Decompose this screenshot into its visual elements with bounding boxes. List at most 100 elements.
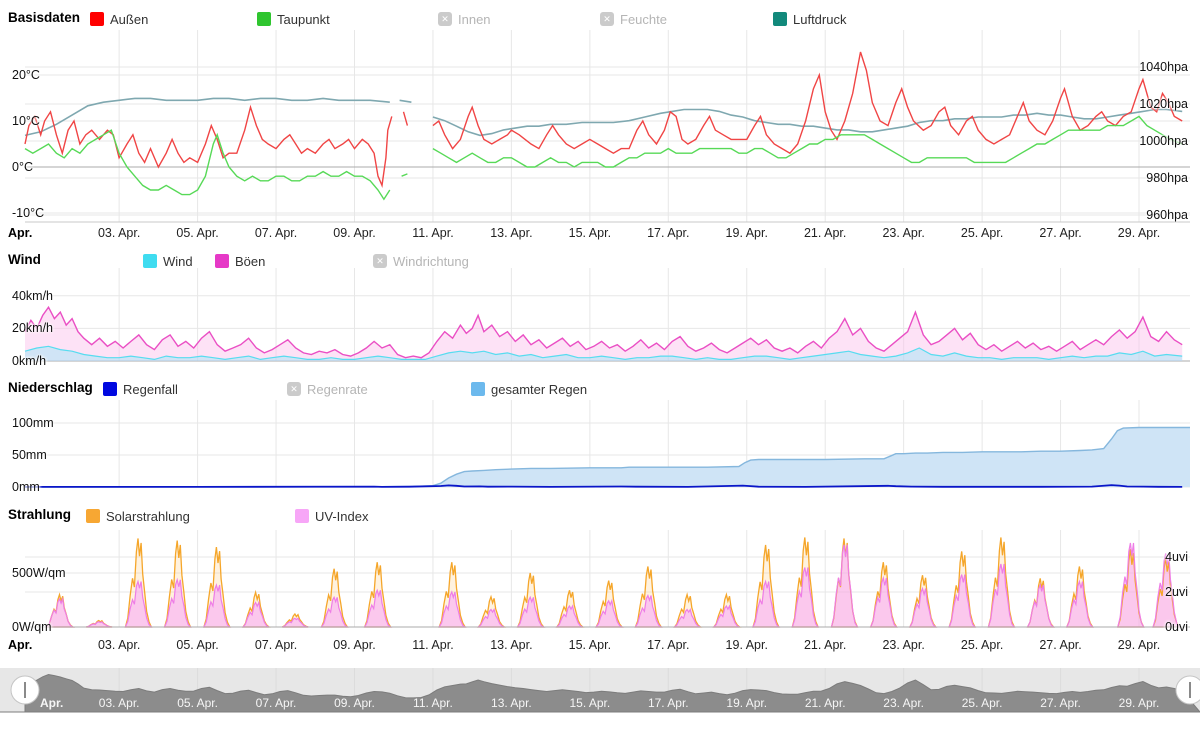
x-axis-row-top-tick: 13. Apr. — [490, 226, 533, 240]
legend-disabled-icon-innen: ✕ — [438, 12, 452, 26]
y-axis-label-pressure: 980hpa — [1146, 171, 1188, 185]
panel-header-strahlung: Strahlung Solarstrahlung UV-Index — [0, 507, 1200, 527]
x-axis-row-bottom-tick: 17. Apr. — [647, 638, 690, 652]
panel-header-basisdaten: Basisdaten Außen Taupunkt ✕ Innen ✕ Feuchte Lu… — [0, 10, 1200, 30]
x-axis-row-bottom-tick: 11. Apr. — [412, 638, 454, 652]
panel-title-niederschlag: Niederschlag — [8, 380, 93, 395]
legend-item-regenfall[interactable]: Regenfall — [103, 380, 178, 398]
precipitation-plot[interactable] — [25, 400, 1190, 487]
x-axis-row-top-tick: 11. Apr. — [412, 226, 454, 240]
legend-swatch-boeen — [215, 254, 229, 268]
x-axis-row-top-tick: 07. Apr. — [254, 226, 298, 240]
navigator-tick-label: 03. Apr. — [98, 696, 140, 710]
y-axis-label-temp: 0°C — [12, 160, 33, 174]
y-axis-label-temp: 20°C — [12, 68, 40, 82]
legend-item-gesamter-regen[interactable]: gesamter Regen — [471, 380, 587, 398]
navigator-tick-label: 05. Apr. — [177, 696, 218, 710]
y-axis-label-uv: 0uvi — [1165, 620, 1188, 634]
y-axis-label-pressure: 1040hpa — [1139, 60, 1188, 74]
legend-label-taupunkt: Taupunkt — [277, 11, 330, 27]
legend-swatch-wind — [143, 254, 157, 268]
legend-label-feuchte: Feuchte — [620, 11, 667, 27]
temperature-plot[interactable] — [25, 30, 1190, 222]
navigator-tick-label: 17. Apr. — [647, 696, 689, 710]
x-axis-row-top-tick: 25. Apr. — [960, 226, 1004, 240]
legend-disabled-icon-feuchte: ✕ — [600, 12, 614, 26]
legend-label-aussen: Außen — [110, 11, 149, 27]
legend-disabled-icon-regenrate: ✕ — [287, 382, 301, 396]
legend-disabled-icon-windrichtung: ✕ — [373, 254, 387, 268]
legend-item-innen[interactable]: ✕ Innen — [438, 10, 491, 28]
legend-item-uv-index[interactable]: UV-Index — [295, 507, 368, 525]
legend-item-feuchte[interactable]: ✕ Feuchte — [600, 10, 667, 28]
legend-swatch-solarstrahlung — [86, 509, 100, 523]
legend-swatch-luftdruck — [773, 12, 787, 26]
x-axis-row-bottom-tick: 07. Apr. — [254, 638, 298, 652]
x-axis-row-bottom-tick: 29. Apr. — [1117, 638, 1161, 652]
x-axis-row-bottom-tick: 15. Apr. — [568, 638, 612, 652]
legend-item-wind[interactable]: Wind — [143, 252, 193, 270]
x-axis-row-bottom-tick: 27. Apr. — [1039, 638, 1082, 652]
panel-header-niederschlag: Niederschlag Regenfall ✕ Regenrate gesamter… — [0, 380, 1200, 400]
navigator-month-label: Apr. — [40, 696, 64, 710]
legend-item-solarstrahlung[interactable]: Solarstrahlung — [86, 507, 190, 525]
radiation-plot[interactable] — [25, 530, 1190, 627]
legend-item-aussen[interactable]: Außen — [90, 10, 148, 28]
legend-label-uv-index: UV-Index — [315, 508, 369, 524]
navigator-tick-label: 15. Apr. — [569, 696, 611, 710]
x-axis-row-bottom-tick: 23. Apr. — [882, 638, 925, 652]
x-axis-row-top-tick: 05. Apr. — [176, 226, 219, 240]
legend-label-regenfall: Regenfall — [123, 381, 178, 397]
navigator-tick-label: 13. Apr. — [491, 696, 532, 710]
x-axis-row-top-tick: 23. Apr. — [882, 226, 925, 240]
x-axis-row-bottom-tick: 03. Apr. — [97, 638, 141, 652]
legend-label-innen: Innen — [458, 11, 491, 27]
x-axis-row-bottom-tick: 05. Apr. — [176, 638, 219, 652]
x-axis-row-top-tick: 21. Apr. — [803, 226, 847, 240]
y-axis-label-rain: 50mm — [12, 448, 47, 462]
legend-swatch-gesamter-regen — [471, 382, 485, 396]
x-axis-row-bottom-month-label: Apr. — [8, 638, 33, 652]
panel-title-strahlung: Strahlung — [8, 507, 71, 522]
legend-item-taupunkt[interactable]: Taupunkt — [257, 10, 330, 28]
navigator-tick-label: 29. Apr. — [1118, 696, 1160, 710]
x-axis-row-bottom-tick: 21. Apr. — [803, 638, 847, 652]
y-axis-label-uv: 2uvi — [1165, 585, 1188, 599]
y-axis-label-rain: 100mm — [12, 416, 54, 430]
x-axis-row-top-tick: 29. Apr. — [1117, 226, 1161, 240]
panel-title-basisdaten: Basisdaten — [8, 10, 81, 25]
y-axis-label-wind: 40km/h — [12, 288, 53, 303]
legend-label-regenrate: Regenrate — [307, 381, 368, 397]
y-axis-label-pressure: 1000hpa — [1139, 134, 1188, 148]
legend-swatch-aussen — [90, 12, 104, 26]
navigator-tick-label: 07. Apr. — [255, 696, 297, 710]
legend-item-boeen[interactable]: Böen — [215, 252, 265, 270]
x-axis-row-bottom-tick: 19. Apr. — [725, 638, 768, 652]
legend-item-luftdruck[interactable]: Luftdruck — [773, 10, 846, 28]
navigator-series-silhouette — [0, 673, 1200, 713]
x-axis-row-top-tick: 27. Apr. — [1039, 226, 1082, 240]
navigator-left-handle[interactable] — [10, 675, 40, 705]
navigator-tick-label: 19. Apr. — [726, 696, 768, 710]
y-axis-label-wind: 20km/h — [12, 321, 53, 336]
legend-swatch-uv-index — [295, 509, 309, 523]
x-axis-row-top-tick: 09. Apr. — [333, 226, 376, 240]
navigator-tick-label: 25. Apr. — [961, 696, 1003, 710]
wind-plot[interactable] — [25, 268, 1190, 361]
x-axis-row-top-month-label: Apr. — [8, 226, 33, 240]
navigator-tick-label: 23. Apr. — [883, 696, 924, 710]
legend-label-windrichtung: Windrichtung — [393, 253, 469, 269]
legend-label-boeen: Böen — [235, 253, 266, 269]
y-axis-label-wind: 0km/h — [12, 354, 47, 368]
x-axis-row-bottom-tick: 25. Apr. — [960, 638, 1004, 652]
y-axis-label-pressure: 960hpa — [1146, 208, 1188, 222]
y-axis-label-uv: 4uvi — [1165, 550, 1188, 564]
legend-label-luftdruck: Luftdruck — [793, 11, 847, 27]
navigator-right-handle[interactable] — [1175, 675, 1200, 705]
y-axis-label-rain: 0mm — [12, 480, 40, 494]
x-axis-row-top-tick: 15. Apr. — [568, 226, 612, 240]
legend-item-regenrate[interactable]: ✕ Regenrate — [287, 380, 368, 398]
legend-item-windrichtung[interactable]: ✕ Windrichtung — [373, 252, 469, 270]
